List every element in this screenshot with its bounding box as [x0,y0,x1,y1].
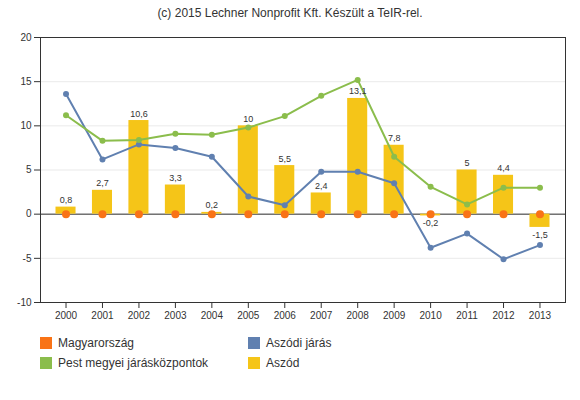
svg-text:2003: 2003 [164,310,187,321]
svg-text:0,2: 0,2 [206,200,219,210]
html-text:(c) 2015 Lechner Nonprofit Kft: (c) 2015 Lechner Nonprofit Kft. Készült … [157,6,423,20]
html-text:Aszódi járás: Aszódi járás [266,336,332,350]
svg-text:20: 20 [20,32,32,43]
svg-text:2007: 2007 [310,310,333,321]
svg-text:3,3: 3,3 [169,173,182,183]
svg-text:2004: 2004 [201,310,224,321]
html-text:Aszód: Aszód [266,356,300,370]
svg-text:5: 5 [465,158,470,168]
svg-text:4,4: 4,4 [497,163,510,173]
html-text:Magyarország: Magyarország [58,336,134,350]
svg-text:-10: -10 [17,297,32,308]
svg-text:2012: 2012 [492,310,515,321]
svg-text:2008: 2008 [347,310,370,321]
svg-text:2,7: 2,7 [96,178,109,188]
svg-text:2001: 2001 [91,310,114,321]
svg-text:2002: 2002 [128,310,151,321]
svg-text:-1,5: -1,5 [532,230,548,240]
html-text:Pest megyei járásközpontok: Pest megyei járásközpontok [58,356,209,370]
svg-text:2009: 2009 [383,310,406,321]
svg-text:2006: 2006 [274,310,297,321]
svg-text:2013: 2013 [529,310,552,321]
svg-text:15: 15 [20,76,32,87]
svg-text:5: 5 [26,164,32,175]
svg-text:2,4: 2,4 [315,181,328,191]
svg-text:10,6: 10,6 [130,109,148,119]
svg-text:2005: 2005 [237,310,260,321]
svg-text:10: 10 [20,120,32,131]
svg-text:0,8: 0,8 [60,195,73,205]
svg-text:5,5: 5,5 [279,154,292,164]
svg-text:2000: 2000 [55,310,78,321]
svg-text:10: 10 [243,114,253,124]
svg-text:2010: 2010 [419,310,442,321]
svg-text:7,8: 7,8 [388,133,401,143]
svg-text:0: 0 [26,208,32,219]
svg-text:13,1: 13,1 [349,86,367,96]
svg-text:-0,2: -0,2 [423,218,439,228]
svg-text:-5: -5 [23,253,32,264]
svg-text:2011: 2011 [456,310,478,321]
